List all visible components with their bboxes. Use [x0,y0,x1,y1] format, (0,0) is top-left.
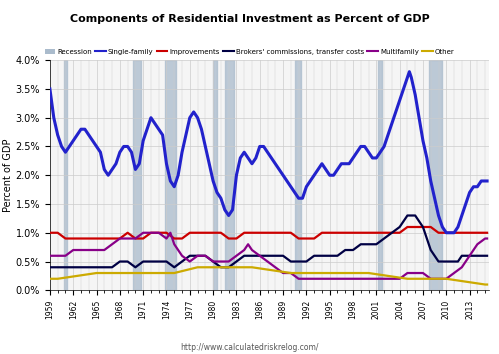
Bar [213,60,217,290]
Bar [133,60,141,290]
Bar [225,60,235,290]
Y-axis label: Percent of GDP: Percent of GDP [3,138,13,212]
Text: Components of Residential Investment as Percent of GDP: Components of Residential Investment as … [70,14,429,24]
Bar [63,60,67,290]
Legend: Recession, Single-family, Improvements, Brokers' commissions, transfer costs, Mu: Recession, Single-family, Improvements, … [42,46,457,57]
Bar [165,60,176,290]
Bar [378,60,382,290]
Text: http://www.calculatedriskrelog.com/: http://www.calculatedriskrelog.com/ [180,343,319,353]
Bar [295,60,300,290]
Bar [429,60,443,290]
